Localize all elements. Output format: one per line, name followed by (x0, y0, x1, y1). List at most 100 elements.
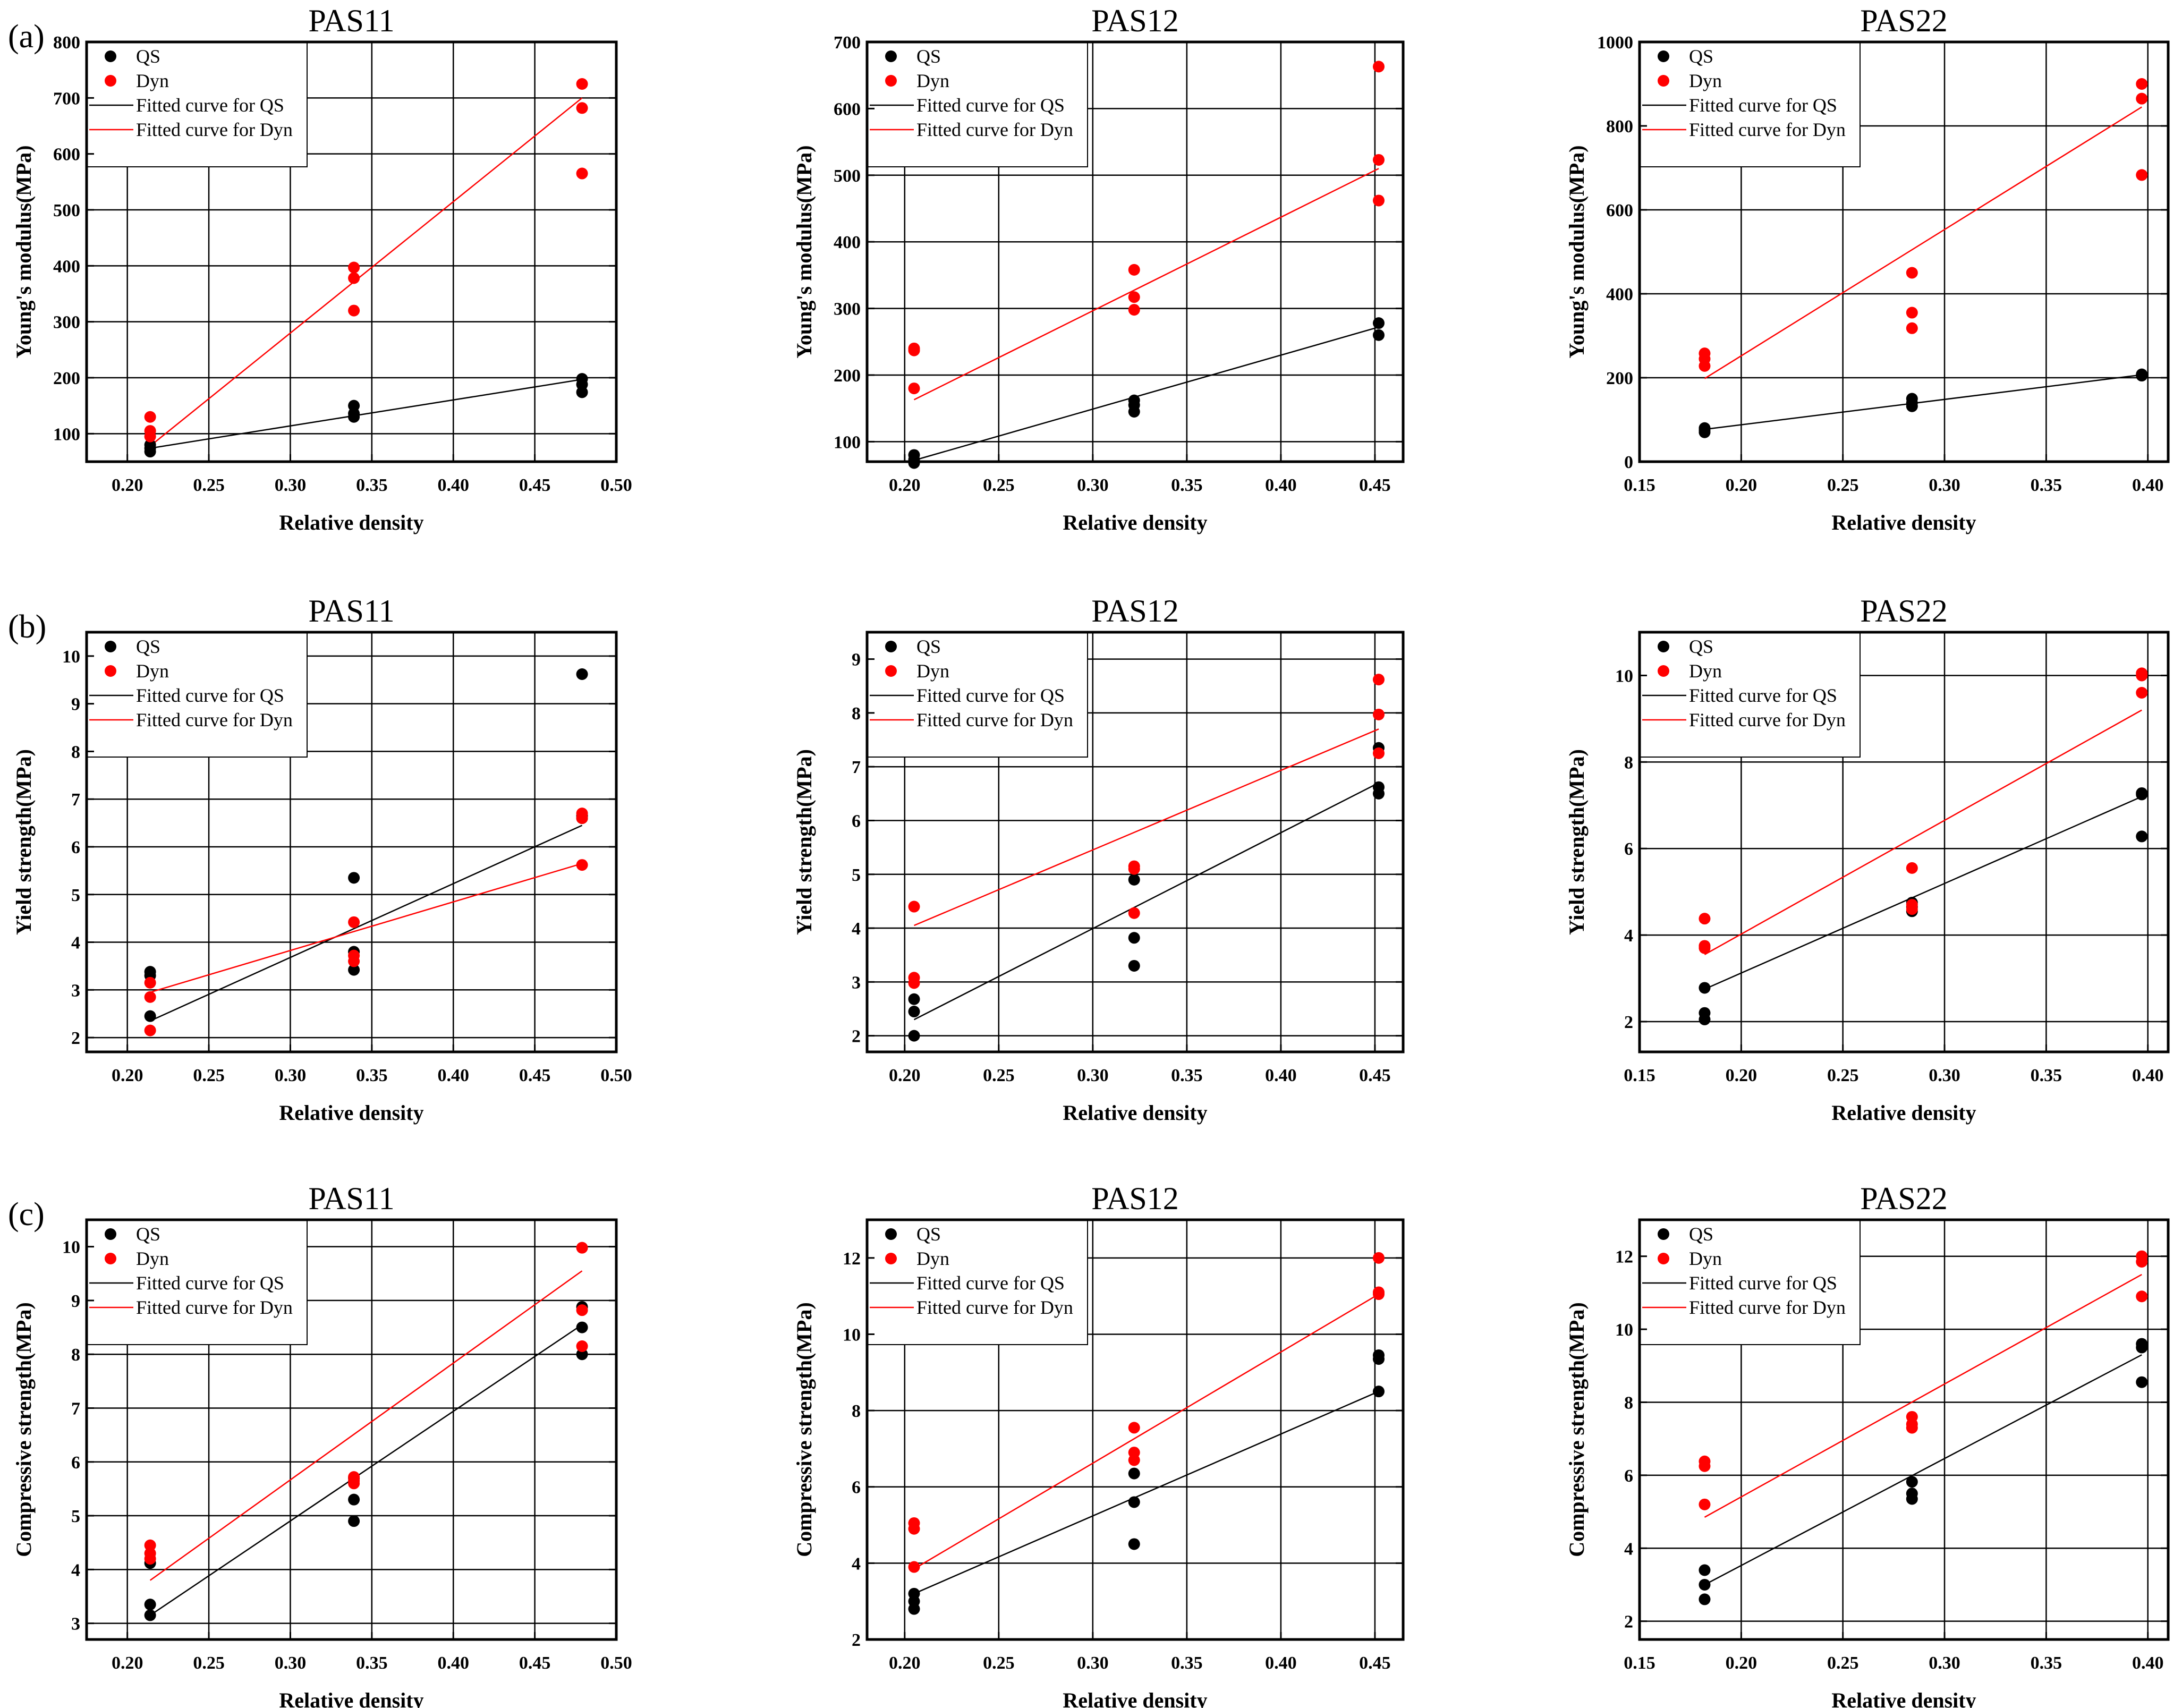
data-point-dyn (1906, 899, 1918, 911)
plot-frame (1638, 1218, 2170, 1641)
x-tick-label: 0.20 (1726, 1066, 1758, 1085)
y-axis-label: Yield strength(MPa) (12, 749, 36, 935)
legend-marker-qs (885, 50, 897, 62)
data-point-dyn (1128, 264, 1140, 276)
y-tick-label: 10 (843, 1325, 861, 1345)
fit-line-dyn (1704, 1273, 2142, 1518)
legend-label: Fitted curve for Dyn (136, 119, 293, 140)
y-tick-label: 6 (852, 1478, 861, 1498)
data-point-dyn (144, 411, 156, 423)
data-point-dyn (1372, 154, 1385, 166)
x-tick-label: 0.20 (1726, 1653, 1758, 1673)
legend: QS Dyn Fitted curve for QS Fitted curve for… (867, 41, 1088, 167)
fit-line-qs (1704, 374, 2142, 430)
x-axis-label: Relative density (279, 511, 423, 534)
y-tick-label: 600 (834, 99, 861, 119)
x-tick-label: 0.40 (1265, 1653, 1297, 1673)
x-tick-label: 0.15 (1624, 475, 1655, 495)
fit-line-dyn (1704, 106, 2142, 379)
x-tick-label: 0.45 (519, 1653, 551, 1673)
legend-box (867, 41, 1088, 167)
legend-label: Fitted curve for QS (1689, 685, 1837, 706)
y-tick-label: 7 (71, 790, 80, 810)
data-point-dyn (576, 1242, 588, 1254)
data-point-dyn (1906, 322, 1918, 334)
x-axis-label: Relative density (1831, 1101, 1976, 1125)
fit-line-dyn (149, 1270, 583, 1581)
legend-label: Dyn (1689, 1248, 1722, 1269)
data-point-qs (908, 449, 920, 461)
legend-label: Fitted curve for QS (916, 95, 1065, 116)
x-tick-label: 0.35 (1171, 475, 1203, 495)
data-point-qs (1372, 781, 1385, 793)
y-tick-label: 300 (53, 313, 80, 333)
legend-box (867, 632, 1088, 758)
x-tick-label: 0.25 (193, 1653, 225, 1673)
y-tick-label: 8 (852, 704, 861, 724)
legend-label: QS (916, 636, 941, 657)
data-point-qs (576, 1321, 588, 1333)
data-point-qs (1128, 1538, 1140, 1550)
data-point-dyn (1128, 907, 1140, 919)
legend-box (867, 1219, 1088, 1345)
data-point-dyn (908, 1561, 920, 1573)
data-point-dyn (1906, 307, 1918, 319)
data-point-dyn (1906, 1410, 1918, 1423)
subplot-title: PAS11 (308, 3, 394, 38)
data-point-qs (144, 966, 156, 978)
legend-marker-qs (1658, 1228, 1669, 1240)
y-tick-label: 1000 (1597, 33, 1633, 53)
data-point-dyn (348, 949, 360, 962)
data-point-dyn (2136, 687, 2148, 699)
legend-marker-dyn (885, 1253, 897, 1264)
x-tick-label: 0.40 (2132, 1066, 2164, 1085)
y-tick-label: 200 (53, 369, 80, 388)
x-tick-label: 0.30 (1077, 1653, 1109, 1673)
legend-box (86, 632, 308, 758)
data-point-qs (348, 1493, 360, 1506)
data-point-dyn (144, 425, 156, 437)
y-tick-label: 4 (1624, 926, 1633, 946)
data-point-dyn (1372, 61, 1385, 73)
legend-label: Fitted curve for Dyn (1689, 1297, 1846, 1318)
x-axis-label: Relative density (1831, 511, 1976, 534)
x-tick-label: 0.30 (1929, 1066, 1960, 1085)
x-tick-label: 0.35 (2031, 1066, 2062, 1085)
plot-frame (865, 40, 1405, 463)
y-tick-label: 2 (852, 1027, 861, 1047)
data-point-dyn (1372, 747, 1385, 759)
plot-frame (865, 631, 1405, 1053)
legend-marker-dyn (105, 665, 116, 677)
data-point-dyn (2136, 78, 2148, 90)
data-point-qs (2136, 1376, 2148, 1388)
fit-line-qs (149, 1324, 583, 1616)
data-point-qs (1128, 394, 1140, 406)
legend-label: QS (136, 1223, 160, 1245)
data-point-dyn (908, 1517, 920, 1529)
data-point-qs (1699, 1593, 1711, 1605)
x-tick-label: 0.30 (275, 1066, 307, 1085)
data-point-dyn (348, 916, 360, 928)
plot-frame (865, 1218, 1405, 1641)
data-point-qs (348, 400, 360, 412)
y-axis-label: Yield strength(MPa) (792, 749, 816, 935)
y-tick-label: 400 (1606, 285, 1633, 304)
legend-label: Fitted curve for Dyn (136, 1297, 293, 1318)
data-point-dyn (1699, 1498, 1711, 1510)
y-tick-label: 12 (1615, 1247, 1633, 1267)
legend-marker-qs (1658, 50, 1669, 62)
legend-label: Fitted curve for QS (136, 95, 284, 116)
x-axis-label: Relative density (1831, 1688, 1976, 1708)
subplot-title: PAS12 (1091, 1181, 1179, 1216)
legend: QS Dyn Fitted curve for QS Fitted curve for… (1639, 1219, 1861, 1345)
data-point-dyn (144, 1547, 156, 1559)
data-point-qs (1372, 1349, 1385, 1361)
data-point-dyn (348, 261, 360, 274)
x-tick-label: 0.30 (1077, 1066, 1109, 1085)
x-tick-label: 0.15 (1624, 1066, 1655, 1085)
x-tick-label: 0.35 (2031, 1653, 2062, 1673)
fit-line-qs (914, 1391, 1379, 1594)
data-point-dyn (2136, 667, 2148, 679)
legend-label: Fitted curve for Dyn (136, 709, 293, 730)
data-point-dyn (1128, 1447, 1140, 1459)
